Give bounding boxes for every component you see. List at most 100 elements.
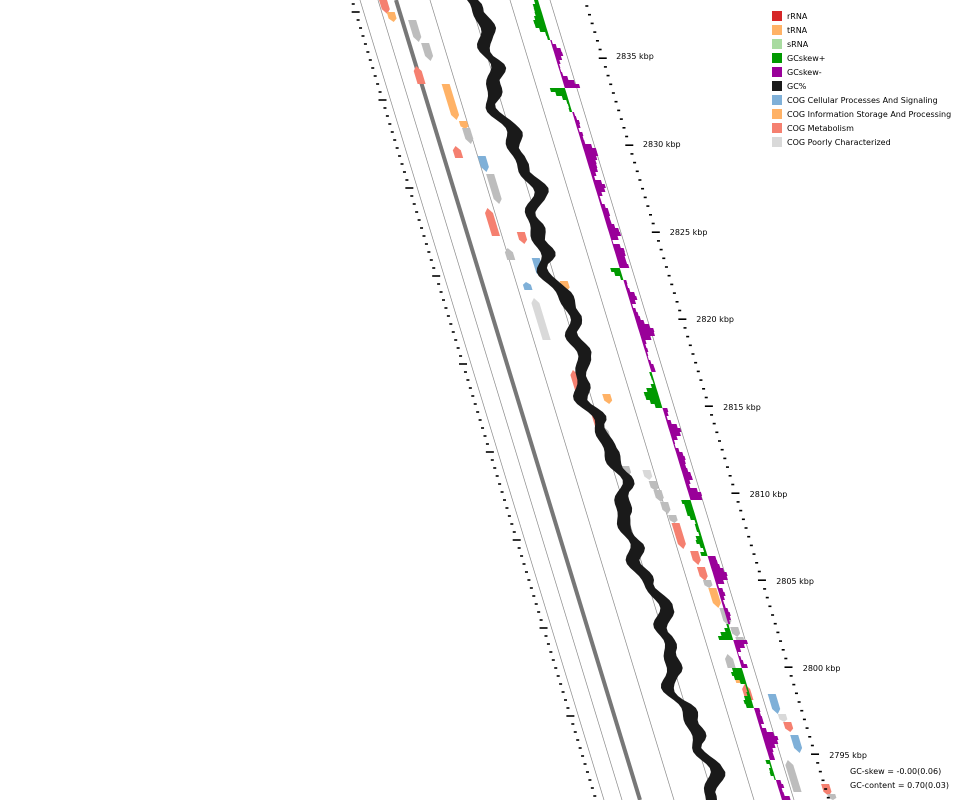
legend-item-cog-poorly: COG Poorly Characterized — [772, 135, 958, 149]
gc-skew-negative-segment — [611, 240, 614, 244]
gc-skew-negative-segment — [767, 752, 774, 756]
gc-skew-positive-segment — [699, 544, 706, 548]
gc-skew-negative-segment — [639, 332, 655, 336]
gc-skew-positive-segment — [650, 384, 657, 388]
gc-skew-negative-segment — [624, 284, 629, 288]
gc-skew-track — [532, 0, 791, 800]
gc-skew-negative-segment — [672, 440, 676, 444]
cds-feature-2 — [386, 12, 397, 22]
guide-line-6 — [549, 0, 795, 800]
gc-skew-negative-segment — [677, 456, 686, 460]
scale-label-2800: 2800 kbp — [803, 664, 841, 673]
gc-skew-negative-segment — [608, 232, 622, 236]
cds-feature-17 — [559, 281, 570, 291]
gc-skew-positive-segment — [533, 20, 546, 24]
gc-skew-negative-segment — [623, 280, 628, 284]
gc-skew-negative-segment — [725, 616, 731, 620]
gc-skew-positive-segment — [768, 768, 774, 772]
gc-skew-positive-segment — [695, 536, 703, 540]
gc-skew-negative-segment — [674, 448, 680, 452]
gc-skew-negative-segment — [736, 652, 740, 656]
gc-skew-positive-segment — [694, 524, 699, 528]
cds-feature-48 — [827, 794, 837, 800]
gc-skew-negative-segment — [562, 80, 576, 84]
cds-feature-34 — [702, 580, 713, 588]
cds-feature-1 — [379, 0, 390, 14]
gc-skew-negative-segment — [710, 564, 721, 568]
gc-skew-negative-segment — [595, 188, 606, 192]
gc-skew-negative-segment — [607, 228, 620, 232]
cds-feature-46 — [785, 760, 802, 792]
gc-skew-negative-segment — [574, 120, 581, 124]
gc-skew-negative-segment — [557, 64, 561, 68]
gc-skew-negative-segment — [668, 428, 682, 432]
legend-label-gcskew-plus: GCskew+ — [787, 53, 826, 63]
gc-skew-negative-segment — [600, 204, 606, 208]
gc-skew-negative-segment — [634, 316, 641, 320]
gc-skew-positive-segment — [694, 520, 698, 524]
gc-skew-negative-segment — [612, 244, 621, 248]
cds-feature-10 — [477, 156, 489, 172]
scale-ruler — [585, 5, 830, 799]
gc-skew-negative-segment — [642, 344, 647, 348]
scale-label-2805: 2805 kbp — [776, 577, 814, 586]
gc-skew-positive-segment — [684, 504, 693, 508]
gc-skew-positive-segment — [685, 508, 695, 512]
gc-skew-positive-segment — [546, 36, 551, 40]
gc-skew-positive-segment — [534, 16, 545, 20]
gc-skew-positive-segment — [695, 540, 704, 544]
legend-item-trna: tRNA — [772, 23, 958, 37]
legend-swatch-cog-poorly — [772, 137, 782, 147]
gc-skew-negative-segment — [761, 732, 775, 736]
cds-features — [379, 0, 837, 800]
gc-skew-positive-segment — [532, 4, 541, 8]
legend-item-cog-metabolism: COG Metabolism — [772, 121, 958, 135]
gc-skew-negative-segment — [669, 432, 681, 436]
gc-skew-positive-segment — [568, 108, 573, 112]
scale-labels: 2835 kbp 2830 kbp 2825 kbp 2820 kbp 2815… — [616, 52, 867, 760]
gc-skew-negative-segment — [575, 124, 581, 128]
gc-skew-negative-segment — [585, 156, 598, 160]
cds-feature-4 — [421, 43, 434, 61]
gc-skew-negative-segment — [777, 784, 785, 788]
guide-line-1 — [359, 0, 605, 800]
gc-skew-positive-segment — [726, 624, 730, 628]
cds-feature-26 — [642, 470, 653, 480]
gc-skew-positive-segment — [698, 532, 702, 536]
gc-skew-positive-segment — [700, 552, 708, 556]
legend-item-gcskew-plus: GCskew+ — [772, 51, 958, 65]
cds-feature-33 — [696, 567, 708, 581]
legend-swatch-gc-percent — [772, 81, 782, 91]
gc-skew-negative-segment — [724, 612, 731, 616]
gc-skew-negative-segment — [689, 496, 703, 500]
gc-skew-negative-segment — [678, 460, 686, 464]
gc-skew-positive-segment — [733, 676, 746, 680]
gc-skew-negative-segment — [673, 444, 676, 448]
gc-skew-negative-segment — [560, 72, 564, 76]
gc-skew-negative-segment — [721, 600, 725, 604]
cds-feature-11 — [486, 174, 502, 204]
gc-skew-positive-segment — [731, 668, 743, 672]
gc-skew-negative-segment — [775, 780, 782, 784]
guide-line-5 — [509, 0, 755, 800]
legend-label-cog-cellular: COG Cellular Processes And Signaling — [787, 95, 938, 105]
gc-skew-positive-segment — [654, 404, 663, 408]
scale-label-2830: 2830 kbp — [643, 140, 681, 149]
gc-skew-negative-segment — [630, 304, 634, 308]
outer-ruler-ticks — [351, 3, 597, 797]
gc-skew-negative-segment — [584, 152, 599, 156]
gc-skew-negative-segment — [756, 716, 763, 720]
gc-skew-negative-segment — [711, 568, 725, 572]
gc-skew-negative-segment — [727, 620, 731, 624]
gc-skew-negative-segment — [618, 264, 630, 268]
gc-skew-negative-segment — [718, 592, 726, 596]
legend-item-gc-percent: GC% — [772, 79, 958, 93]
legend-swatch-rrna — [772, 11, 782, 21]
gc-skew-positive-segment — [746, 692, 751, 696]
cds-feature-28 — [653, 490, 664, 502]
gc-skew-positive-segment — [645, 396, 660, 400]
gc-skew-negative-segment — [764, 744, 776, 748]
cds-feature-13 — [516, 232, 528, 244]
cds-feature-37 — [730, 627, 741, 637]
gc-skew-negative-segment — [733, 640, 748, 644]
